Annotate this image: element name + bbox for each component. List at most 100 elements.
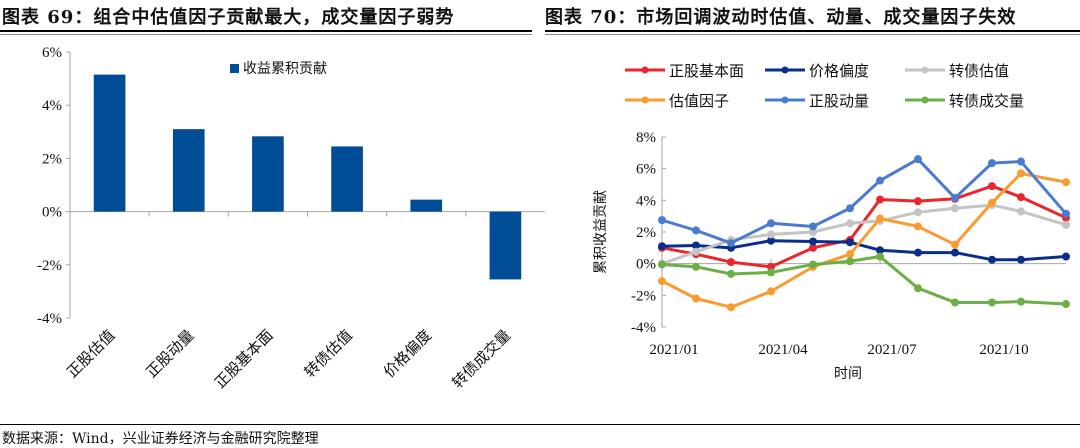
right-title-rule-thin [545,34,1080,35]
line-path [661,157,1068,245]
line-y-tick-label: 4% [636,193,656,209]
line-point [876,214,884,223]
right-title-rule [545,30,1080,32]
line-point [727,239,735,248]
line-point [658,242,666,251]
line-point [767,236,775,245]
line-point [846,219,854,228]
line-y-axis-label: 累积收益贡献 [593,190,609,274]
line-point [658,216,666,225]
data-source-note: 数据来源：Wind，兴业证券经济与金融研究院整理 [2,431,319,447]
line-y-tick-label: -2% [631,288,656,304]
line-series-6 [658,252,1070,309]
line-point [1017,207,1025,216]
legend-label: 估值因子 [669,92,729,110]
line-point [692,241,700,250]
bar-legend-label: 收益累积贡献 [243,61,327,77]
legend-label: 转债估值 [949,62,1009,80]
bar-4 [331,146,363,212]
line-point [988,182,996,191]
line-path [661,239,1067,262]
line-point [727,269,735,278]
bar-x-tick-label: 转债估值 [301,326,356,381]
line-point [1017,297,1025,306]
line-x-tick-label: 2021/01 [649,342,698,358]
bar-5 [410,199,443,212]
line-point [1062,300,1070,309]
line-point [846,204,854,213]
line-point [1017,193,1025,202]
left-title-rule-thin [0,34,532,35]
line-point [914,197,922,206]
line-point [876,252,884,261]
line-point [988,255,996,264]
bar-3 [252,136,284,212]
line-y-tick-label: 2% [636,225,656,241]
line-point [1017,255,1025,264]
line-point [988,159,996,168]
bar-y-tick-label: -2% [37,258,62,274]
line-x-axis-label: 时间 [834,366,862,382]
line-point [809,237,817,246]
line-path [661,171,1067,309]
bar-6 [489,211,522,280]
line-point [846,257,854,266]
line-point [692,226,700,235]
line-point [809,228,817,236]
line-x-tick-label: 2021/04 [758,342,808,358]
line-path [661,184,1067,269]
legend-marker [781,96,789,104]
line-point [988,298,996,307]
line-point [914,284,922,293]
line-point [1062,178,1070,187]
line-x-tick-label: 2021/10 [979,342,1028,358]
line-y-tick-label: 8% [636,130,656,146]
line-point [727,258,735,267]
line-point [914,208,922,217]
line-y-tick-label: 0% [636,257,656,273]
legend-label: 转债成交量 [949,92,1024,110]
line-point [809,222,817,231]
line-series-2 [658,236,1070,264]
legend-marker [781,66,789,74]
line-x-tick-label: 2021/07 [867,342,917,358]
line-path [661,203,1067,266]
line-point [876,246,884,255]
line-y-tick-label: -4% [631,320,656,336]
legend-marker [921,96,929,104]
line-y-tick-label: 6% [636,162,656,178]
line-point [767,219,775,228]
legend-label: 正股动量 [809,92,869,110]
legend-marker [921,66,929,74]
line-point [1062,252,1070,261]
line-point [951,248,959,257]
line-point [767,268,775,277]
bar-y-tick-label: 2% [42,151,62,167]
line-point [988,198,996,207]
left-figure-title: 图表 69：组合中估值因子贡献最大，成交量因子弱势 [2,7,455,28]
legend-marker [641,96,649,104]
line-point [951,298,959,307]
line-point [692,262,700,271]
bar-x-tick-label: 正股动量 [142,326,197,381]
line-point [951,193,959,202]
line-point [727,303,735,312]
line-path [661,255,1067,306]
line-point [951,204,959,213]
bar-y-tick-label: -4% [37,311,62,327]
bar-y-tick-label: 6% [42,45,62,61]
bar-1 [93,74,126,212]
line-point [767,287,775,296]
line-point [914,248,922,257]
line-point [846,238,854,247]
legend-label: 价格偏度 [809,62,869,80]
bar-y-tick-label: 4% [42,98,62,114]
line-point [876,195,884,204]
line-point [951,240,959,249]
line-point [846,250,854,259]
line-point [1062,209,1070,218]
legend-label: 正股基本面 [669,62,744,80]
line-point [767,262,775,271]
line-point [876,176,884,185]
